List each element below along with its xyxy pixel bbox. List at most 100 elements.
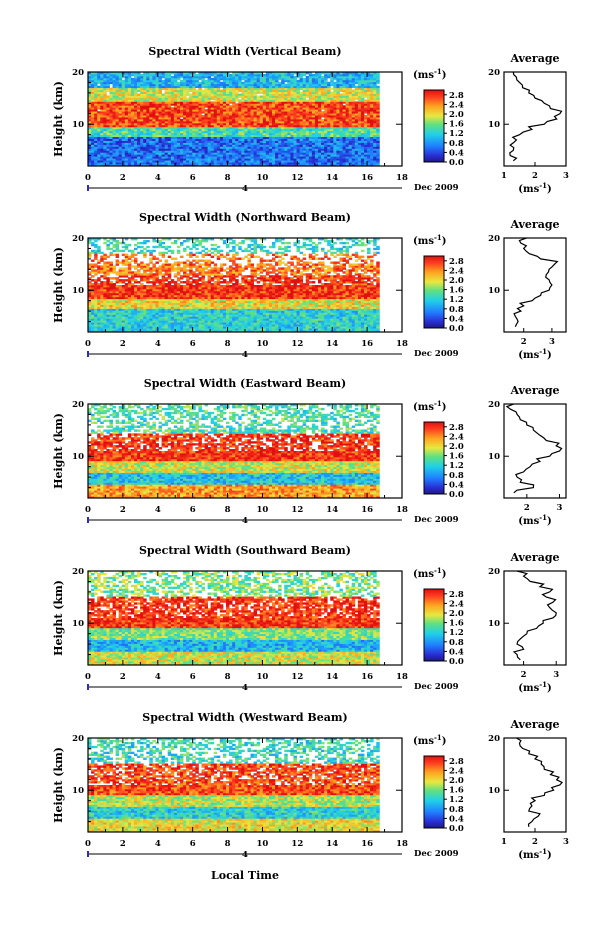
heatmap-cell — [311, 107, 316, 110]
heatmap-cell — [305, 136, 310, 139]
heatmap-cell — [115, 111, 120, 114]
heatmap-cell — [299, 105, 304, 108]
heatmap-cell — [370, 154, 374, 157]
heatmap-cell — [118, 97, 123, 100]
heatmap-cell — [265, 140, 270, 143]
heatmap-cell — [112, 132, 116, 136]
heatmap-cell — [268, 142, 273, 145]
heatmap-cell — [247, 146, 251, 149]
heatmap-cell — [109, 101, 113, 104]
heatmap-cell — [278, 89, 282, 92]
heatmap-cell — [259, 128, 264, 132]
heatmap-cell — [146, 134, 150, 138]
heatmap-cell — [256, 330, 261, 333]
heatmap-cell — [336, 330, 340, 333]
heatmap-cell — [127, 138, 132, 141]
heatmap-cell — [370, 107, 374, 110]
heatmap-cell — [112, 83, 116, 87]
heatmap-cell — [351, 162, 356, 165]
heatmap-cell — [170, 138, 175, 141]
heatmap-cell — [130, 140, 135, 143]
heatmap-cell — [140, 152, 144, 155]
heatmap-cell — [305, 130, 310, 134]
heatmap-cell — [112, 101, 116, 104]
heatmap-cell — [158, 89, 162, 92]
heatmap-cell — [327, 330, 331, 333]
heatmap-cell — [204, 330, 208, 333]
heatmap-cell — [241, 144, 245, 147]
heatmap-cell — [201, 164, 205, 167]
heatmap-cell — [324, 91, 328, 94]
heatmap-cell — [299, 103, 304, 106]
heatmap-cell — [278, 85, 282, 89]
heatmap-cell — [155, 144, 159, 147]
heatmap-cell — [130, 134, 135, 138]
heatmap-cell — [308, 128, 313, 132]
heatmap-cell — [287, 113, 291, 116]
heatmap-cell — [167, 73, 172, 77]
heatmap-cell — [348, 97, 353, 100]
heatmap-cell — [201, 158, 205, 161]
heatmap-cell — [265, 83, 270, 87]
heatmap-cell — [259, 109, 264, 112]
heatmap-cell — [127, 85, 132, 89]
heatmap-cell — [247, 105, 251, 108]
heatmap-cell — [327, 144, 331, 147]
heatmap-cell — [296, 144, 300, 147]
heatmap-cell — [127, 134, 132, 138]
heatmap-cell — [244, 72, 248, 75]
heatmap-cell — [186, 128, 190, 132]
heatmap-cell — [354, 154, 359, 157]
heatmap-cell — [232, 117, 236, 120]
heatmap-cell — [278, 107, 282, 110]
heatmap-cell — [367, 128, 371, 132]
heatmap-cell — [256, 134, 261, 138]
heatmap-cell — [302, 154, 307, 157]
heatmap-cell — [367, 72, 371, 75]
heatmap-cell — [176, 122, 181, 126]
heatmap-cell — [317, 77, 322, 81]
heatmap-cell — [339, 85, 343, 89]
heatmap-cell — [183, 146, 187, 149]
heatmap-cell — [130, 158, 135, 161]
heatmap-cell — [130, 136, 135, 139]
heatmap-cell — [115, 328, 120, 331]
heatmap-cell — [244, 134, 248, 138]
heatmap-cell — [210, 328, 215, 331]
heatmap-cell — [348, 144, 353, 147]
heatmap-cell — [275, 146, 279, 149]
heatmap-cell — [317, 83, 322, 87]
heatmap-cell — [100, 85, 104, 89]
heatmap-cell — [173, 72, 178, 75]
heatmap-cell — [118, 117, 123, 120]
heatmap-cell — [373, 148, 377, 151]
heatmap-cell — [121, 83, 126, 87]
heatmap-cell — [219, 117, 224, 120]
heatmap-cell — [115, 140, 120, 143]
heatmap-cell — [314, 142, 319, 145]
heatmap-cell — [342, 99, 346, 102]
heatmap-cell — [244, 130, 248, 134]
heatmap-cell — [222, 138, 227, 141]
heatmap-cell — [225, 138, 230, 141]
heatmap-cell — [281, 93, 285, 96]
heatmap-cell — [363, 160, 368, 163]
heatmap-cell — [327, 126, 331, 130]
heatmap-cell — [134, 107, 138, 110]
heatmap-cell — [324, 162, 328, 165]
heatmap-cell — [229, 95, 233, 98]
heatmap-cell — [152, 87, 156, 91]
heatmap-cell — [296, 142, 300, 145]
heatmap-cell — [232, 101, 236, 104]
heatmap-cell — [216, 77, 221, 81]
heatmap-cell — [195, 103, 199, 106]
colorbar-tick-label: 2.8 — [449, 91, 464, 101]
heatmap-cell — [167, 160, 172, 163]
heatmap-cell — [137, 95, 141, 98]
heatmap-cell — [339, 138, 343, 141]
heatmap-cell — [137, 77, 141, 81]
colorbar — [423, 89, 445, 163]
heatmap-cell — [339, 101, 343, 104]
heatmap-cell — [275, 158, 279, 161]
heatmap-cell — [293, 103, 297, 106]
